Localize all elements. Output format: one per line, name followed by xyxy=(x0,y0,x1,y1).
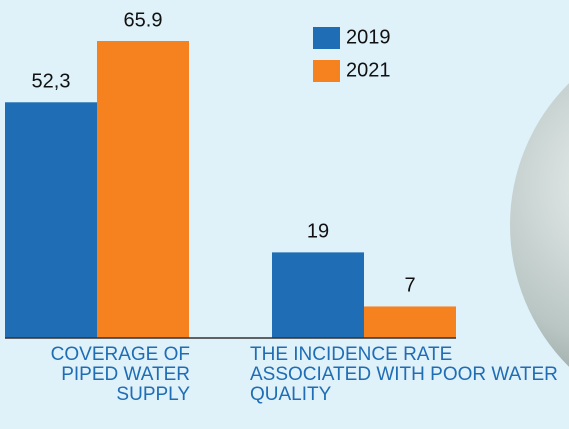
bar xyxy=(272,252,364,338)
legend-swatch xyxy=(313,60,340,82)
category-label: THE INCIDENCE RATE ASSOCIATED WITH POOR … xyxy=(250,345,565,405)
bar xyxy=(364,306,456,338)
value-label: 52,3 xyxy=(32,71,71,93)
legend-swatch xyxy=(313,27,340,49)
bar xyxy=(97,41,189,338)
value-label: 19 xyxy=(307,221,329,243)
value-label: 65.9 xyxy=(124,9,163,31)
legend-label: 2021 xyxy=(346,59,391,81)
bar xyxy=(5,102,97,338)
category-label: COVERAGE OF PIPED WATER SUPPLY xyxy=(50,345,190,405)
page: 52,3 19 65.9 7 2019 2021 COVERAGE OF PIPED WA… xyxy=(0,0,569,429)
value-label: 7 xyxy=(404,275,415,297)
legend-label: 2019 xyxy=(346,26,391,48)
